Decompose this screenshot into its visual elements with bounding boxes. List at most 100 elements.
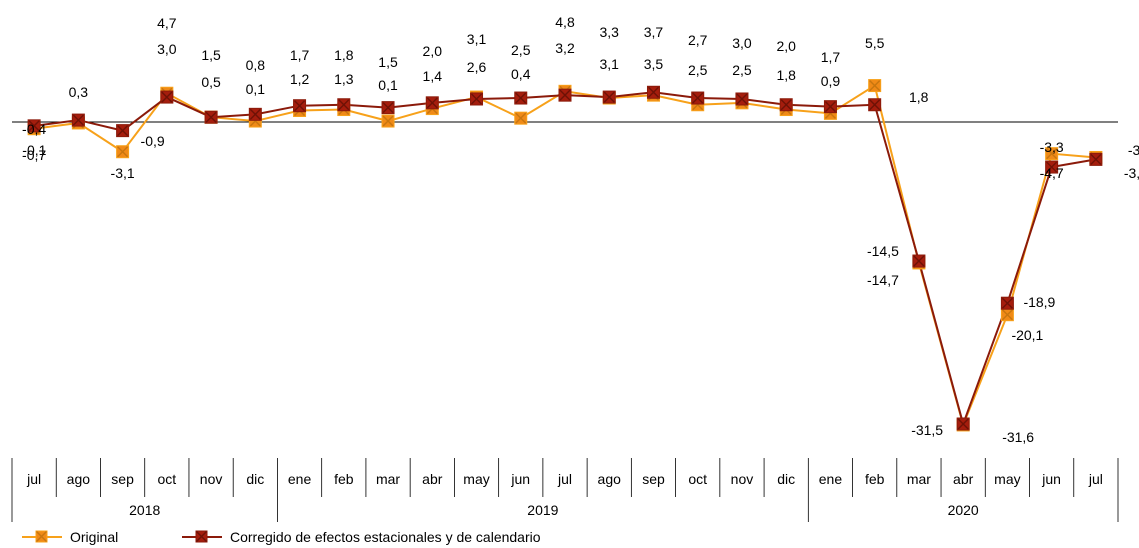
data-label-original: 0,1 [378,77,398,93]
data-point-original [514,111,528,125]
x-tick-label: nov [731,471,754,487]
data-label-corregido: 3,0 [732,35,752,51]
data-label-original: -20,1 [1011,327,1043,343]
data-label-original: -3,7 [1128,142,1139,158]
data-label-original: 2,6 [467,59,487,75]
data-label-corregido: 0,3 [69,84,89,100]
data-label-corregido: 1,8 [909,89,929,105]
x-tick-label: sep [111,471,134,487]
x-tick-label: dic [777,471,795,487]
x-tick-label: dic [246,471,264,487]
x-tick-label: jun [510,471,530,487]
data-point-corregido [248,107,262,121]
data-label-corregido: -18,9 [1023,294,1055,310]
data-label-corregido: 1,7 [821,49,841,65]
x-tick-label: mar [907,471,931,487]
data-point-original [116,145,130,159]
x-tick-label: ago [598,471,622,487]
x-tick-label: ene [819,471,843,487]
data-label-corregido: 3,1 [467,31,487,47]
data-point-corregido [204,110,218,124]
data-label-corregido: -31,5 [911,422,943,438]
data-label-corregido: 2,0 [423,43,443,59]
data-point-original [1045,147,1059,161]
x-tick-label: abr [953,471,974,487]
data-label-original: 1,4 [423,68,443,84]
data-point-corregido [646,85,660,99]
data-point-corregido [116,124,130,138]
legend-item-original: Original [22,529,118,545]
data-label-original: 1,3 [334,71,354,87]
year-label: 2020 [948,502,979,518]
data-label-corregido: 0,8 [246,57,266,73]
data-label-original: -3,3 [1040,139,1064,155]
data-label-original: 3,5 [644,56,664,72]
x-tick-label: oct [688,471,707,487]
x-tick-label: jul [1088,471,1103,487]
data-label-original: 2,5 [688,62,708,78]
data-label-corregido: 2,5 [511,42,531,58]
data-point-corregido [470,92,484,106]
legend-marker-corregido [195,530,208,543]
x-tick-label: jun [1041,471,1061,487]
data-point-corregido [514,91,528,105]
data-label-corregido: 4,8 [555,14,575,30]
data-label-corregido: 1,7 [290,47,310,63]
series-line-corregido [33,91,1097,428]
data-label-corregido: 3,3 [600,24,620,40]
year-label: 2018 [129,502,160,518]
data-point-corregido [868,98,882,112]
x-tick-label: sep [642,471,665,487]
x-tick-label: may [463,471,489,487]
data-point-corregido [912,254,926,268]
x-tick-label: ago [67,471,91,487]
data-label-corregido: -3,9 [1124,165,1139,181]
data-label-corregido: -0,9 [141,133,165,149]
data-label-original: 1,2 [290,71,310,87]
data-label-corregido: 1,5 [378,54,398,70]
x-tick-label: ene [288,471,312,487]
data-label-layer: -0,7 -0,4 -0,1 0,3 -3,1 -0,9 3,0 4,7 0,5 1,5 0,1 0,… [22,14,1139,445]
data-point-corregido [1089,152,1103,166]
legend-item-corregido: Corregido de efectos estacionales y de c… [182,529,541,545]
data-point-corregido [293,99,307,113]
data-label-corregido: 2,0 [776,38,796,54]
data-point-original [868,79,882,93]
data-label-original: 0,1 [246,81,266,97]
data-label-corregido: 2,7 [688,32,708,48]
x-tick-label: jul [26,471,41,487]
x-tick-label: nov [200,471,223,487]
data-label-corregido: 1,8 [334,47,354,63]
data-point-corregido [160,90,174,104]
legend-label-corregido: Corregido de efectos estacionales y de c… [230,529,541,545]
data-label-original: 2,5 [732,62,752,78]
data-point-corregido [1045,160,1059,174]
data-point-original [1000,308,1014,322]
data-label-original: 0,9 [821,73,841,89]
legend-label-original: Original [70,529,118,545]
year-label: 2019 [527,502,558,518]
data-label-original: -0,7 [22,147,46,163]
data-point-corregido [71,113,85,127]
data-point-original [381,114,395,128]
data-point-corregido [735,92,749,106]
data-label-corregido: -14,5 [867,243,899,259]
data-label-original: 0,4 [511,66,531,82]
data-label-corregido: -0,4 [22,121,46,137]
axis-layer: jul ago sep oct nov dic ene feb mar abr may jun jul a… [11,121,1119,522]
x-tick-label: may [994,471,1020,487]
data-label-original: -0,1 [22,142,46,158]
data-label-corregido: 3,7 [644,24,664,40]
data-point-corregido [823,100,837,114]
data-point-corregido [381,101,395,115]
x-tick-label: abr [422,471,443,487]
data-label-original: 3,1 [600,56,620,72]
data-label-original: 0,5 [201,74,221,90]
data-label-corregido: -4,7 [1040,165,1064,181]
x-tick-label: feb [334,471,354,487]
data-point-corregido [956,417,970,431]
data-label-original: 1,8 [776,67,796,83]
legend-marker-original [35,530,48,543]
data-point-corregido [602,90,616,104]
